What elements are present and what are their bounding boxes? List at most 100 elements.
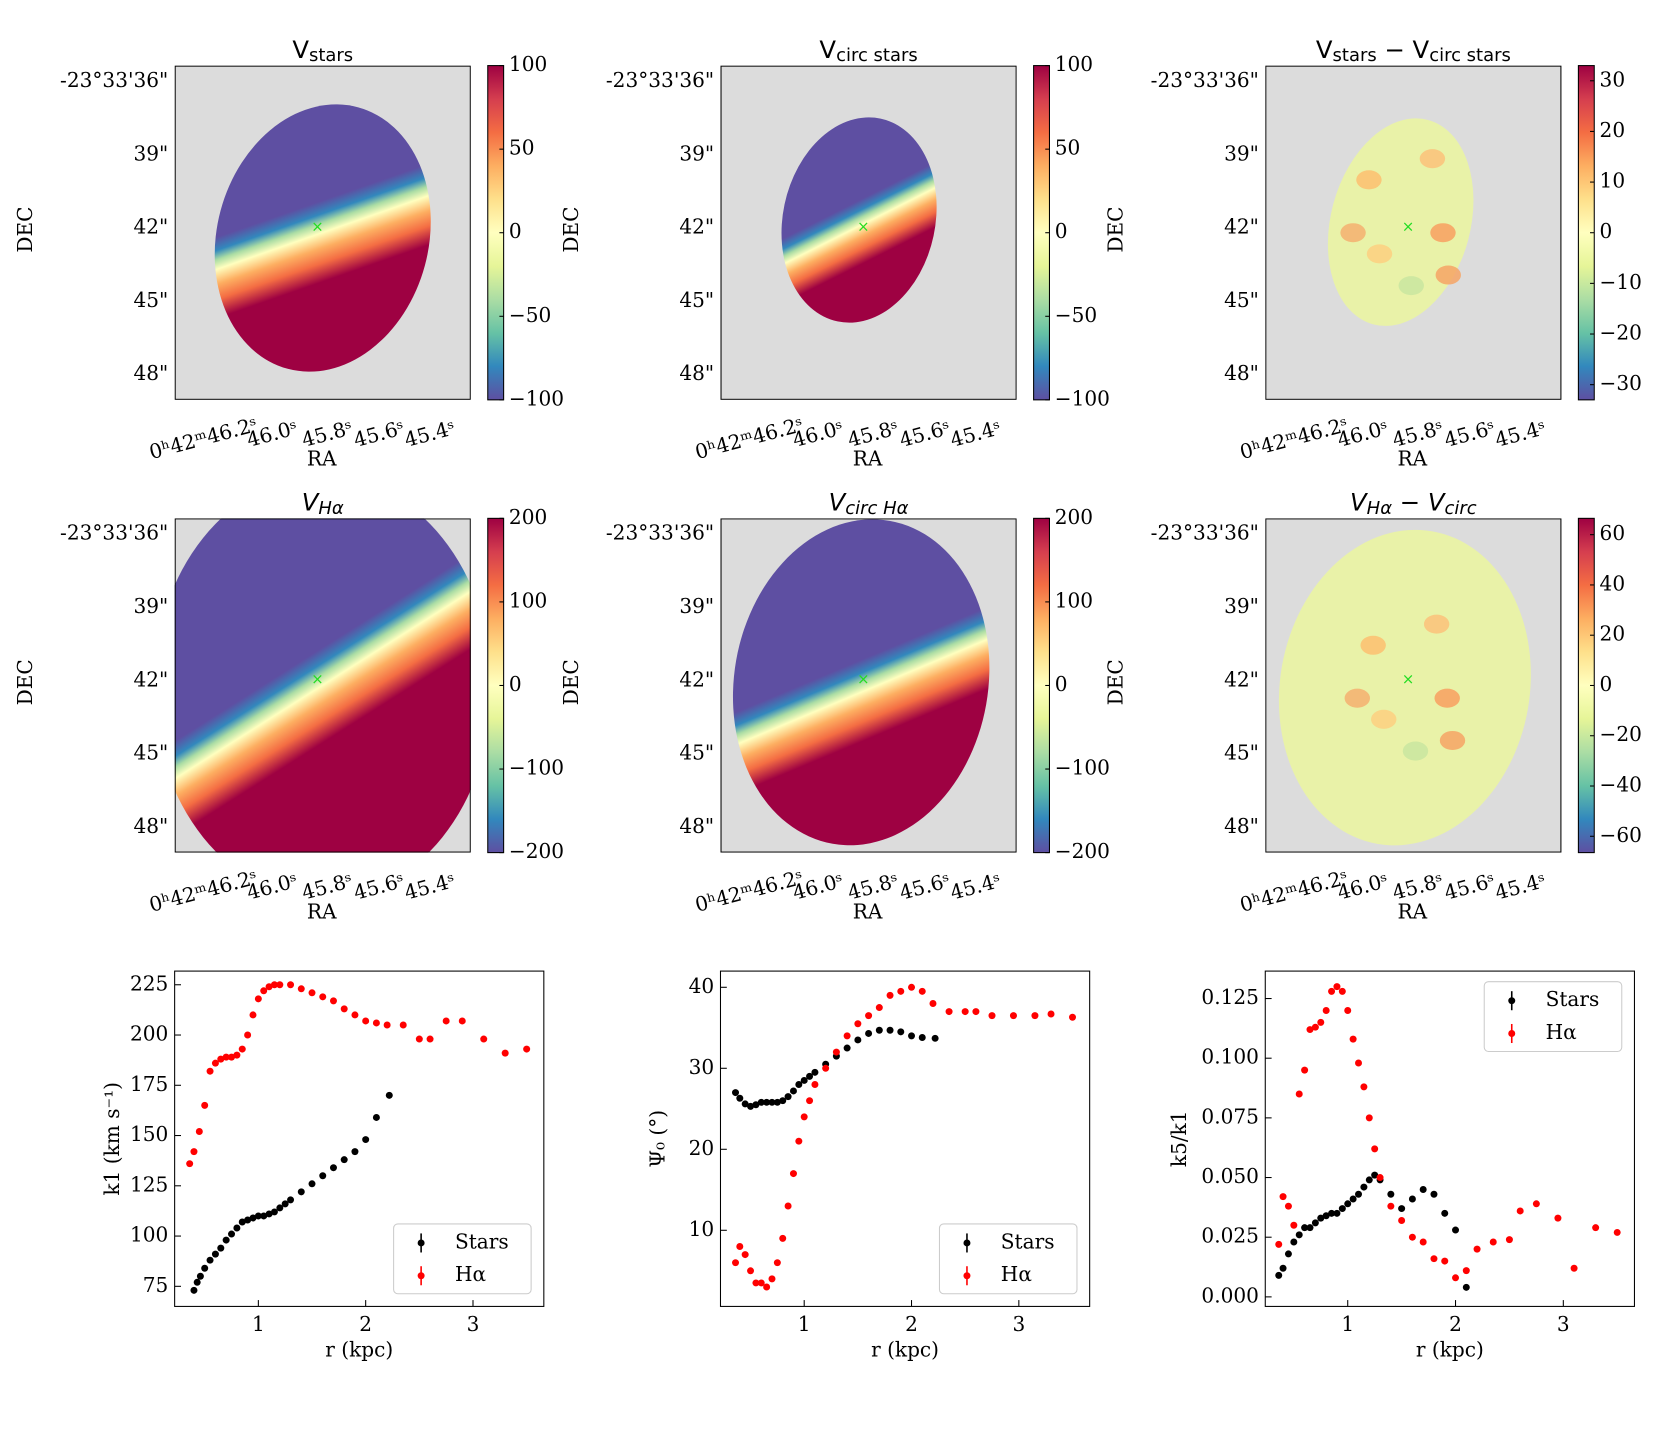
map-panel: ×: [1265, 65, 1562, 400]
map-residual: [1430, 223, 1456, 243]
data-point: [800, 1076, 808, 1084]
data-point: [1554, 1214, 1562, 1222]
dec-tick-label: 39": [679, 141, 714, 165]
data-point: [254, 995, 262, 1003]
colorbar-tick-label: −60: [1600, 823, 1642, 847]
data-point: [1290, 1238, 1298, 1246]
data-point: [351, 1148, 359, 1156]
data-point: [329, 1164, 337, 1172]
legend-marker: [963, 1239, 971, 1247]
data-point: [190, 1286, 198, 1294]
data-point: [238, 1045, 246, 1053]
title-subscript: Hα: [318, 498, 344, 519]
data-point: [1031, 1012, 1039, 1020]
data-point: [399, 1021, 407, 1029]
dec-tick-label: -23°33'36": [60, 68, 168, 92]
title-text: − V: [1392, 488, 1447, 517]
data-point: [757, 1279, 765, 1287]
title-subscript: circ stars: [836, 45, 918, 66]
data-point: [1408, 1233, 1416, 1241]
y-tick-label: 75: [143, 1273, 169, 1297]
x-tick-label: 2: [905, 1312, 918, 1336]
data-point: [1284, 1250, 1292, 1258]
map-frame: [720, 65, 1017, 400]
colorbar-tick-label: 0: [1055, 219, 1068, 243]
data-point: [763, 1098, 771, 1106]
y-axis-label: Ψ₀ (°): [646, 1110, 670, 1168]
colorbar-tick-label: 100: [1055, 588, 1093, 612]
y-tick-label: 0.125: [1201, 985, 1258, 1009]
data-point: [383, 1021, 391, 1029]
dec-tick-label: 42": [679, 215, 714, 239]
data-point: [1009, 1012, 1017, 1020]
ra-tick-label: 45.4ˢ: [1492, 415, 1548, 452]
map-field: [214, 104, 431, 372]
data-point: [784, 1093, 792, 1101]
dec-tick-label: 39": [133, 594, 168, 618]
legend-marker: [417, 1239, 425, 1247]
data-point: [276, 981, 284, 989]
data-point: [747, 1102, 755, 1110]
legend-box: [393, 1223, 532, 1295]
y-axis-label: DEC: [13, 206, 37, 252]
colorbar-tick-label: −50: [509, 303, 551, 327]
map-residual: [1434, 688, 1460, 708]
map-title: VHα: [302, 488, 344, 519]
data-point: [931, 1034, 939, 1042]
data-point: [195, 1128, 203, 1136]
data-point: [362, 1136, 370, 1144]
title-subscript: stars: [1333, 45, 1377, 66]
data-point: [319, 1172, 327, 1180]
ra-tick-label: 45.6ˢ: [351, 868, 407, 905]
colorbar-tick-label: −100: [509, 386, 564, 410]
title-text: V: [292, 35, 309, 64]
ra-tick-label: 0ʰ42ᵐ46.2ˢ: [1237, 865, 1350, 917]
colorbar-tick-label: 100: [509, 52, 547, 76]
data-point: [908, 1032, 916, 1040]
colorbar-tick-label: 0: [509, 672, 522, 696]
dec-tick-label: 42": [679, 667, 714, 691]
title-text: V: [819, 35, 836, 64]
ra-tick-label: 0ʰ42ᵐ46.2ˢ: [692, 865, 805, 917]
map-residual: [1419, 149, 1446, 169]
data-point: [329, 997, 337, 1005]
x-axis-label: RA: [853, 447, 883, 471]
map-residual: [1371, 709, 1397, 729]
map-center: ×: [857, 671, 869, 688]
data-point: [854, 1020, 862, 1028]
data-point: [865, 1012, 873, 1020]
data-point: [228, 1230, 236, 1238]
legend-label: Hα: [1546, 1020, 1578, 1044]
data-point: [768, 1098, 776, 1106]
data-point: [918, 1034, 926, 1042]
data-point: [426, 1035, 434, 1043]
data-point: [1441, 1209, 1449, 1217]
map-residual: [1435, 265, 1461, 285]
dec-tick-label: 48": [679, 361, 714, 385]
data-point: [1462, 1283, 1470, 1291]
title-text: V: [1350, 488, 1369, 517]
dec-tick-label: 42": [133, 215, 168, 239]
data-point: [480, 1035, 488, 1043]
data-point: [308, 989, 316, 997]
y-axis-label: DEC: [559, 206, 583, 252]
map-title: Vstars: [292, 35, 353, 66]
data-point: [1452, 1274, 1460, 1282]
data-point: [319, 993, 327, 1001]
data-point: [1344, 1200, 1352, 1208]
map-title: Vcirc Hα: [829, 488, 909, 519]
data-point: [287, 981, 295, 989]
data-point: [806, 1072, 814, 1080]
data-point: [201, 1101, 209, 1109]
legend-marker: [1508, 1030, 1516, 1037]
colorbar-tick-label: −10: [1600, 270, 1642, 294]
data-point: [217, 1055, 225, 1063]
dec-tick-label: 42": [1224, 215, 1259, 239]
dec-tick-label: 39": [1224, 141, 1259, 165]
title-subscript: Hα: [1367, 498, 1393, 519]
map-frame: [1265, 518, 1562, 853]
data-point: [736, 1094, 744, 1102]
title-subscript: circ: [1445, 498, 1477, 519]
y-tick-label: 10: [689, 1217, 715, 1241]
y-tick-label: 40: [689, 974, 715, 998]
